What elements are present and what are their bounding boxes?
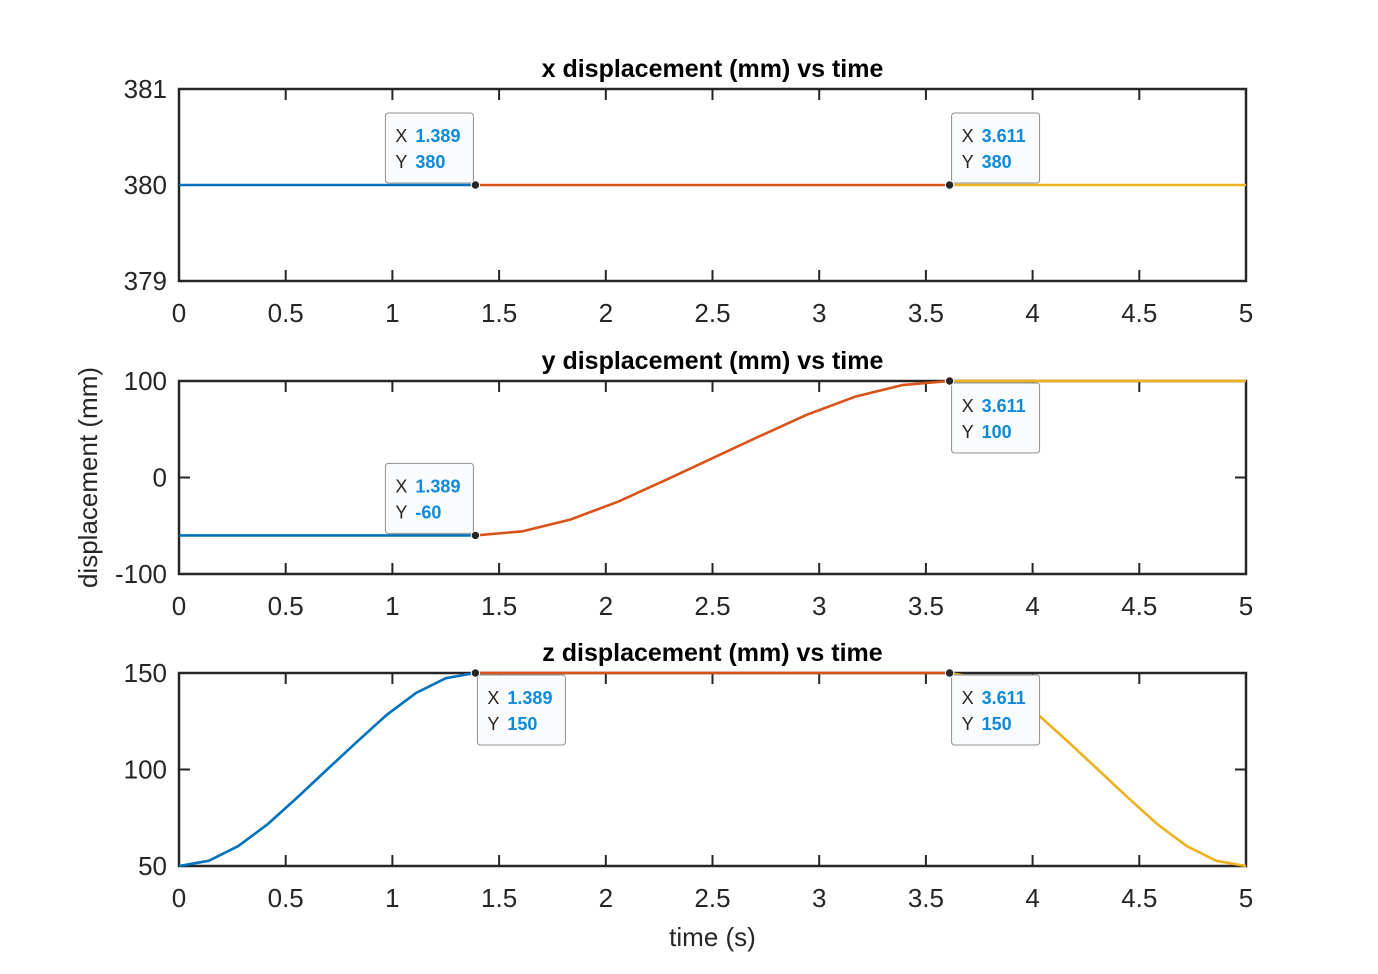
datatip-x-value: 3.611 xyxy=(982,126,1026,146)
datatip-x-value: 3.611 xyxy=(982,396,1026,416)
y-tick-label: 150 xyxy=(124,658,167,688)
datatip[interactable]: X 1.389 Y 150 xyxy=(470,668,566,746)
x-tick-label: 2 xyxy=(599,591,613,621)
datatip-y-value: -60 xyxy=(415,502,441,522)
x-tick-label: 2 xyxy=(599,883,613,913)
series-line-0 xyxy=(178,671,476,868)
y-axis-label: displacement (mm) xyxy=(73,367,103,588)
datatip-box[interactable] xyxy=(951,674,1041,746)
datatip-marker[interactable] xyxy=(944,376,955,386)
x-tick-label: 1.5 xyxy=(481,591,517,621)
datatip-x-value: 1.389 xyxy=(415,476,460,496)
x-tick-label: 0.5 xyxy=(268,883,304,913)
y-tick-label: 380 xyxy=(124,170,167,200)
x-tick-label: 4 xyxy=(1025,298,1039,328)
y-tick-label: 100 xyxy=(124,366,167,396)
datatip-y-key: Y xyxy=(962,152,974,172)
datatip-x-value: 3.611 xyxy=(982,688,1026,708)
subplot-title: z displacement (mm) vs time xyxy=(542,639,882,667)
x-tick-label: 1.5 xyxy=(481,298,517,328)
series-line-1 xyxy=(475,379,950,537)
datatip-y-value: 100 xyxy=(982,422,1012,442)
datatip-y-value: 150 xyxy=(507,714,537,734)
x-tick-label: 5 xyxy=(1239,298,1253,328)
x-tick-label: 4.5 xyxy=(1121,883,1157,913)
datatip-y-key: Y xyxy=(487,714,499,734)
datatip-box[interactable] xyxy=(384,112,474,184)
y-tick-label: -100 xyxy=(115,559,167,589)
y-tick-label: 100 xyxy=(124,755,167,785)
datatip[interactable]: X 1.389 Y -60 xyxy=(384,462,481,541)
datatip-y-key: Y xyxy=(962,422,974,442)
x-tick-label: 1 xyxy=(385,883,399,913)
datatip[interactable]: X 3.611 Y 100 xyxy=(944,376,1041,454)
datatip-box[interactable] xyxy=(951,382,1041,454)
datatip-x-key: X xyxy=(962,126,974,146)
axes-box xyxy=(177,379,1248,576)
x-tick-label: 3.5 xyxy=(908,298,944,328)
datatip-x-value: 1.389 xyxy=(415,126,460,146)
x-tick-label: 0 xyxy=(172,591,186,621)
axes-box xyxy=(177,671,1248,868)
x-tick-label: 2 xyxy=(599,298,613,328)
datatip-y-key: Y xyxy=(962,714,974,734)
x-tick-label: 0.5 xyxy=(268,298,304,328)
x-tick-label: 2.5 xyxy=(694,883,730,913)
datatip-box[interactable] xyxy=(476,674,566,746)
x-tick-label: 4.5 xyxy=(1121,591,1157,621)
x-tick-label: 2.5 xyxy=(694,298,730,328)
datatip-marker[interactable] xyxy=(944,668,955,678)
x-tick-label: 1 xyxy=(385,591,399,621)
datatip-x-key: X xyxy=(487,688,499,708)
datatip-x-key: X xyxy=(395,126,407,146)
x-tick-label: 4 xyxy=(1025,883,1039,913)
x-tick-label: 5 xyxy=(1239,591,1253,621)
datatip-marker[interactable] xyxy=(470,668,481,678)
datatip-y-value: 380 xyxy=(982,152,1012,172)
x-tick-label: 3 xyxy=(812,591,826,621)
y-tick-label: 379 xyxy=(124,266,167,296)
datatip-box[interactable] xyxy=(384,462,474,534)
y-tick-label: 381 xyxy=(124,74,167,104)
datatip-marker[interactable] xyxy=(470,180,481,190)
datatip-x-key: X xyxy=(962,688,974,708)
x-tick-label: 0 xyxy=(172,883,186,913)
datatip-y-key: Y xyxy=(395,152,407,172)
datatip-box[interactable] xyxy=(951,112,1041,184)
x-tick-label: 3 xyxy=(812,298,826,328)
x-tick-label: 1 xyxy=(385,298,399,328)
datatip-marker[interactable] xyxy=(944,180,955,190)
x-tick-label: 3.5 xyxy=(908,883,944,913)
x-tick-label: 0.5 xyxy=(268,591,304,621)
x-tick-label: 1.5 xyxy=(481,883,517,913)
x-tick-label: 5 xyxy=(1239,883,1253,913)
datatip-x-key: X xyxy=(962,396,974,416)
subplot-x: 0 0.5 1 1.5 2 2.5 3 3.5 4 4.5 5 379 380 381 x displace… xyxy=(124,55,1254,328)
datatip-y-value: 380 xyxy=(415,152,445,172)
datatip-y-key: Y xyxy=(395,502,407,522)
x-tick-label: 3 xyxy=(812,883,826,913)
datatip-x-key: X xyxy=(395,476,407,496)
datatip-y-value: 150 xyxy=(982,714,1012,734)
subplot-title: x displacement (mm) vs time xyxy=(542,55,884,83)
datatip[interactable]: X 3.611 Y 380 xyxy=(944,112,1041,190)
x-tick-label: 2.5 xyxy=(694,591,730,621)
datatip[interactable]: X 1.389 Y 380 xyxy=(384,112,481,190)
x-tick-label: 0 xyxy=(172,298,186,328)
y-tick-label: 0 xyxy=(153,463,167,493)
y-tick-label: 50 xyxy=(138,851,167,881)
subplot-title: y displacement (mm) vs time xyxy=(542,347,884,375)
subplot-z: 0 0.5 1 1.5 2 2.5 3 3.5 4 4.5 5 50 100 150 z displacem… xyxy=(124,639,1254,952)
x-tick-label: 4 xyxy=(1025,591,1039,621)
datatip-x-value: 1.389 xyxy=(507,688,552,708)
x-tick-label: 4.5 xyxy=(1121,298,1157,328)
x-axis-label: time (s) xyxy=(669,922,756,952)
x-tick-label: 3.5 xyxy=(908,591,944,621)
datatip-marker[interactable] xyxy=(470,530,481,541)
datatip[interactable]: X 3.611 Y 150 xyxy=(944,668,1041,746)
